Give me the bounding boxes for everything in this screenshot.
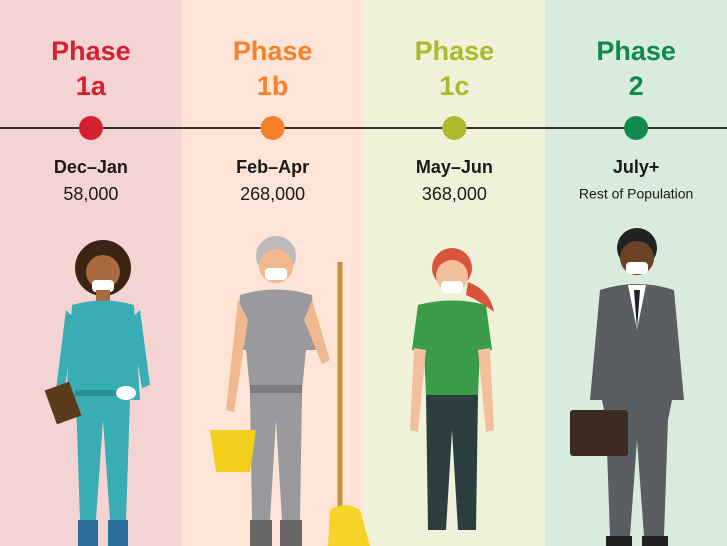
phase-label: Phase	[233, 36, 313, 66]
phase-count: 268,000	[240, 184, 305, 204]
phase-number: 1a	[76, 71, 107, 101]
phase-count: 58,000	[63, 184, 118, 204]
phase-number: 1b	[257, 71, 289, 101]
figures	[44, 228, 684, 546]
phase-period: July+	[613, 157, 660, 177]
janitor-figure	[210, 236, 370, 546]
phase-period: Feb–Apr	[236, 157, 309, 177]
businessman-figure	[570, 228, 684, 546]
nurse-figure	[44, 240, 150, 546]
phase-label: Phase	[596, 36, 676, 66]
phase-count: Rest of Population	[579, 186, 693, 202]
phase-label: Phase	[51, 36, 131, 66]
phase-count: 368,000	[422, 184, 487, 204]
phase-period: May–Jun	[416, 157, 493, 177]
timeline-dot	[442, 116, 467, 140]
worker-figure	[410, 248, 494, 530]
phases: Phase 1a Dec–Jan 58,000 Phase 1b Feb–Apr 268,00…	[51, 36, 693, 204]
timeline-dot	[260, 116, 285, 140]
timeline-dot	[624, 116, 649, 140]
phase-number: 2	[629, 71, 644, 101]
timeline-dot	[78, 116, 103, 140]
phase-label: Phase	[415, 36, 495, 66]
phase-period: Dec–Jan	[54, 157, 128, 177]
phase-number: 1c	[439, 71, 469, 101]
